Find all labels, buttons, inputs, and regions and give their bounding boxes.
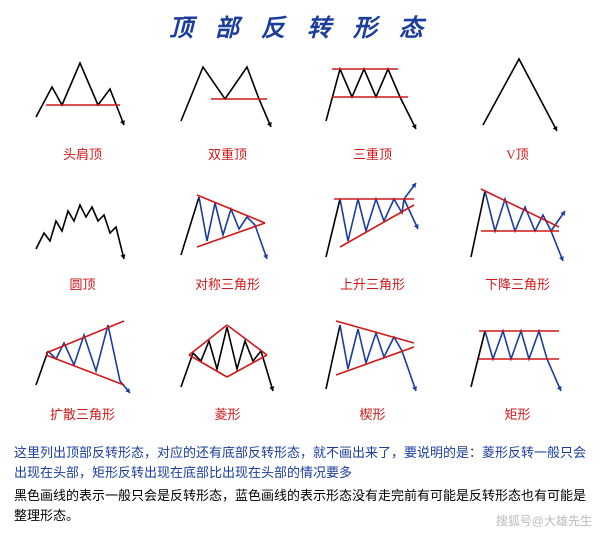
pattern-chart: [163, 177, 293, 272]
pattern-cell: 下降三角形: [445, 177, 590, 307]
pattern-cell: V顶: [445, 47, 590, 177]
pattern-cell: 双重顶: [155, 47, 300, 177]
pattern-label: 下降三角形: [485, 274, 550, 293]
page-title: 顶 部 反 转 形 态: [0, 0, 600, 47]
pattern-cell: 上升三角形: [300, 177, 445, 307]
pattern-cell: 对称三角形: [155, 177, 300, 307]
pattern-label: 双重顶: [208, 144, 247, 163]
pattern-chart: [163, 47, 293, 142]
pattern-chart: [308, 307, 438, 402]
pattern-chart: [18, 47, 148, 142]
pattern-cell: 扩散三角形: [10, 307, 155, 437]
pattern-cell: 矩形: [445, 307, 590, 437]
pattern-chart: [453, 47, 583, 142]
pattern-label: 对称三角形: [195, 274, 260, 293]
pattern-label: 圆顶: [69, 274, 95, 293]
pattern-label: 楔形: [359, 404, 385, 423]
pattern-cell: 菱形: [155, 307, 300, 437]
pattern-label: 上升三角形: [340, 274, 405, 293]
pattern-label: 头肩顶: [63, 144, 102, 163]
pattern-chart: [163, 307, 293, 402]
pattern-cell: 圆顶: [10, 177, 155, 307]
watermark: 搜狐号@大雄先生: [496, 512, 592, 529]
pattern-cell: 头肩顶: [10, 47, 155, 177]
pattern-grid: 头肩顶 双重顶 三重顶 V顶圆顶 对称三角形 上升三角形 下降三角形扩散三角形 菱形 楔形 矩形: [0, 47, 600, 437]
pattern-chart: [308, 177, 438, 272]
pattern-label: 矩形: [504, 404, 530, 423]
pattern-cell: 楔形: [300, 307, 445, 437]
pattern-cell: 三重顶: [300, 47, 445, 177]
pattern-chart: [453, 177, 583, 272]
pattern-chart: [453, 307, 583, 402]
pattern-label: 菱形: [214, 404, 240, 423]
pattern-chart: [18, 307, 148, 402]
pattern-label: V顶: [506, 144, 528, 163]
pattern-chart: [308, 47, 438, 142]
pattern-label: 扩散三角形: [50, 404, 115, 423]
footer-p1: 这里列出顶部反转形态，对应的还有底部反转形态，就不画出来了，要说明的是：菱形反转…: [14, 443, 586, 482]
pattern-label: 三重顶: [353, 144, 392, 163]
pattern-chart: [18, 177, 148, 272]
